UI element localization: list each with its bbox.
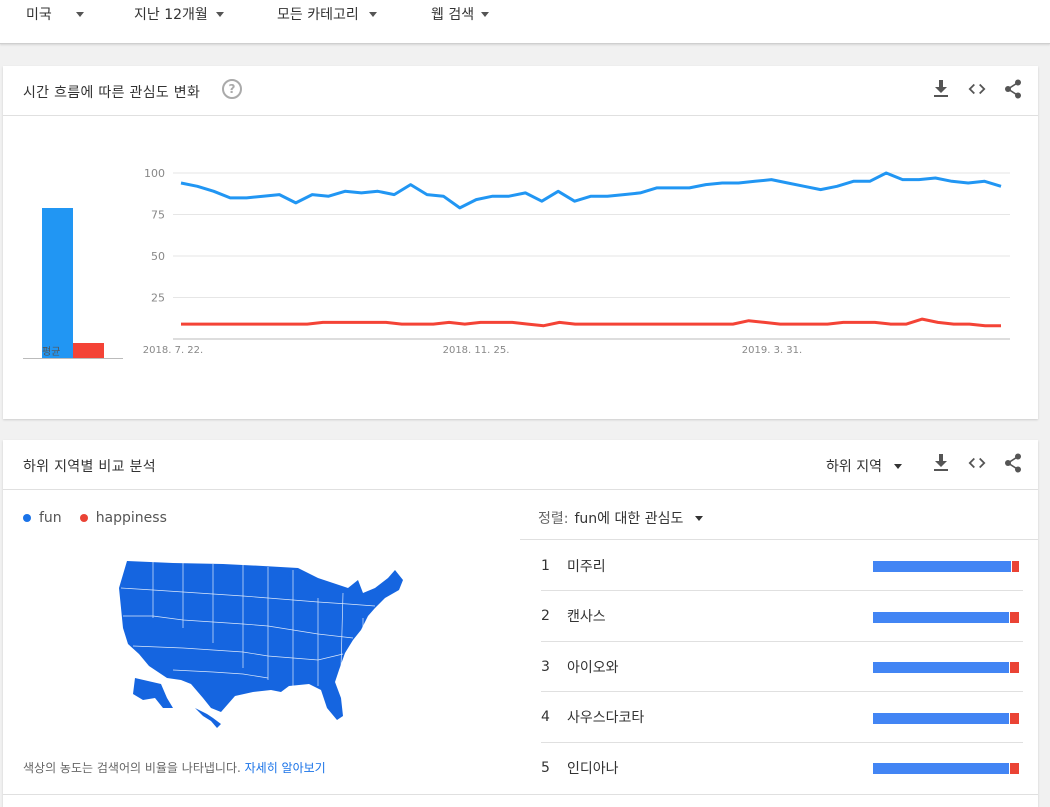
- ratio-bar-happiness: [1011, 561, 1019, 572]
- filter-time-range[interactable]: 지난 12개월: [134, 4, 224, 24]
- embed-code-icon[interactable]: [968, 80, 986, 98]
- map-contiguous-us[interactable]: [119, 561, 403, 720]
- region-row[interactable]: 2 캔사스: [541, 592, 1023, 642]
- footnote-text: 색상의 농도는 검색어의 비율을 나타냅니다.: [23, 761, 241, 775]
- region-name: 미주리: [567, 558, 606, 575]
- map-great-lakes-region: [288, 572, 319, 608]
- embed-code-icon[interactable]: [968, 454, 986, 472]
- filter-search-type[interactable]: 웹 검색: [431, 4, 490, 24]
- average-chart: [23, 189, 123, 359]
- card-actions: [932, 453, 1022, 473]
- map-state-borders: [120, 562, 376, 688]
- card-title: 하위 지역별 비교 분석: [23, 459, 156, 475]
- y-tick-label: 50: [151, 250, 165, 263]
- ratio-bar-happiness: [1010, 611, 1019, 623]
- filter-bar: 미국 지난 12개월 모든 카테고리 웹 검색: [0, 0, 1050, 44]
- ratio-bar-fun: [873, 662, 1010, 673]
- ratio-bar-happiness: [1010, 662, 1019, 673]
- region-ratio-bar: [873, 712, 1019, 724]
- chevron-down-icon: [368, 11, 377, 17]
- region-ratio-bar: [873, 763, 1019, 774]
- region-name: 캔사스: [567, 609, 606, 625]
- ratio-bar-fun: [873, 561, 1011, 572]
- x-tick-label: 2018. 7. 22.: [143, 345, 203, 356]
- legend-dot-happiness: [79, 514, 88, 522]
- region-rank: 2: [541, 608, 550, 624]
- download-icon[interactable]: [932, 454, 950, 472]
- average-baseline: [23, 358, 123, 359]
- legend-item-happiness[interactable]: happiness: [79, 510, 167, 526]
- chevron-down-icon: [215, 11, 224, 17]
- x-tick-label: 2018. 11. 25.: [443, 345, 510, 356]
- region-name: 사우스다코타: [567, 710, 645, 726]
- filter-location[interactable]: 미국: [26, 4, 84, 24]
- average-bar-happiness: [73, 342, 104, 358]
- legend-dot-fun: [23, 514, 31, 522]
- chevron-down-icon: [75, 11, 84, 17]
- sort-value: fun에 대한 관심도: [574, 511, 684, 527]
- interest-line-chart: 25 50 75 100 2018. 7. 22. 2018. 11. 25. 2019. …: [143, 167, 1010, 356]
- map-legend: fun happiness: [23, 510, 167, 526]
- y-tick-label: 100: [144, 167, 165, 180]
- subregion-card: 하위 지역별 비교 분석 하위 지역 fun happiness: [3, 440, 1038, 807]
- ratio-bar-happiness: [1010, 763, 1019, 774]
- region-rank: 5: [541, 760, 550, 776]
- average-bar-fun: [42, 208, 73, 358]
- region-rank: 3: [541, 658, 550, 675]
- map-hawaii[interactable]: [195, 708, 221, 728]
- series-line-happiness: [181, 317, 1001, 328]
- filter-time-label: 지난 12개월: [134, 7, 208, 23]
- region-ratio-bar: [873, 561, 1019, 572]
- map-footnote: 색상의 농도는 검색어의 비율을 나타냅니다. 자세히 알아보기: [23, 759, 326, 776]
- region-row[interactable]: 1 미주리: [541, 541, 1023, 591]
- help-icon[interactable]: ?: [222, 79, 242, 99]
- map-alaska[interactable]: [133, 678, 173, 708]
- filter-category[interactable]: 모든 카테고리: [277, 4, 377, 24]
- download-icon[interactable]: [932, 80, 950, 98]
- sort-label: 정렬:: [538, 511, 569, 527]
- chevron-down-icon: [481, 11, 490, 17]
- filter-category-label: 모든 카테고리: [277, 7, 359, 23]
- ratio-bar-happiness: [1010, 712, 1019, 724]
- card-title: 시간 흐름에 따른 관심도 변화: [23, 85, 201, 101]
- filter-location-label: 미국: [26, 7, 52, 23]
- us-map[interactable]: [113, 558, 413, 733]
- card-header: 하위 지역별 비교 분석 하위 지역: [3, 440, 1038, 490]
- card-actions: [932, 79, 1022, 99]
- region-ratio-bar: [873, 662, 1019, 673]
- region-row[interactable]: 3 아이오와: [541, 642, 1023, 692]
- y-tick-label: 25: [151, 292, 165, 305]
- interest-over-time-card: 시간 흐름에 따른 관심도 변화 ? 평균 25 50 75 100 2018. 7. …: [3, 66, 1038, 419]
- region-row[interactable]: 4 사우스다코타: [541, 693, 1023, 743]
- x-tick-label: 2019. 3. 31.: [742, 345, 802, 356]
- average-label: 평균: [42, 347, 61, 358]
- subregion-label: 하위 지역: [826, 459, 882, 475]
- ratio-bar-fun: [873, 712, 1010, 724]
- ratio-bar-fun: [873, 763, 1010, 774]
- share-icon[interactable]: [1004, 453, 1022, 473]
- learn-more-link[interactable]: 자세히 알아보기: [244, 761, 326, 775]
- card-bottom-divider: [3, 794, 1038, 795]
- share-icon[interactable]: [1004, 79, 1022, 99]
- region-ratio-bar: [873, 611, 1019, 623]
- region-rank: 4: [541, 709, 550, 725]
- chevron-down-icon: [893, 463, 902, 469]
- region-name: 아이오와: [567, 659, 619, 676]
- region-rank: 1: [541, 557, 550, 574]
- card-header: 시간 흐름에 따른 관심도 변화 ?: [3, 66, 1038, 116]
- filter-search-type-label: 웹 검색: [431, 7, 475, 23]
- legend-item-fun[interactable]: fun: [23, 510, 62, 526]
- series-line-fun: [180, 171, 1002, 210]
- legend-label: happiness: [95, 510, 167, 526]
- y-tick-label: 75: [151, 209, 165, 222]
- region-row[interactable]: 5 인디아나: [541, 743, 1023, 793]
- ratio-bar-fun: [873, 611, 1010, 623]
- chevron-down-icon: [695, 515, 704, 521]
- subregion-dropdown[interactable]: 하위 지역: [826, 456, 902, 476]
- sort-dropdown[interactable]: 정렬: fun에 대한 관심도: [538, 508, 704, 528]
- legend-label: fun: [39, 510, 62, 526]
- list-divider: [520, 539, 1038, 540]
- region-name: 인디아나: [567, 761, 619, 777]
